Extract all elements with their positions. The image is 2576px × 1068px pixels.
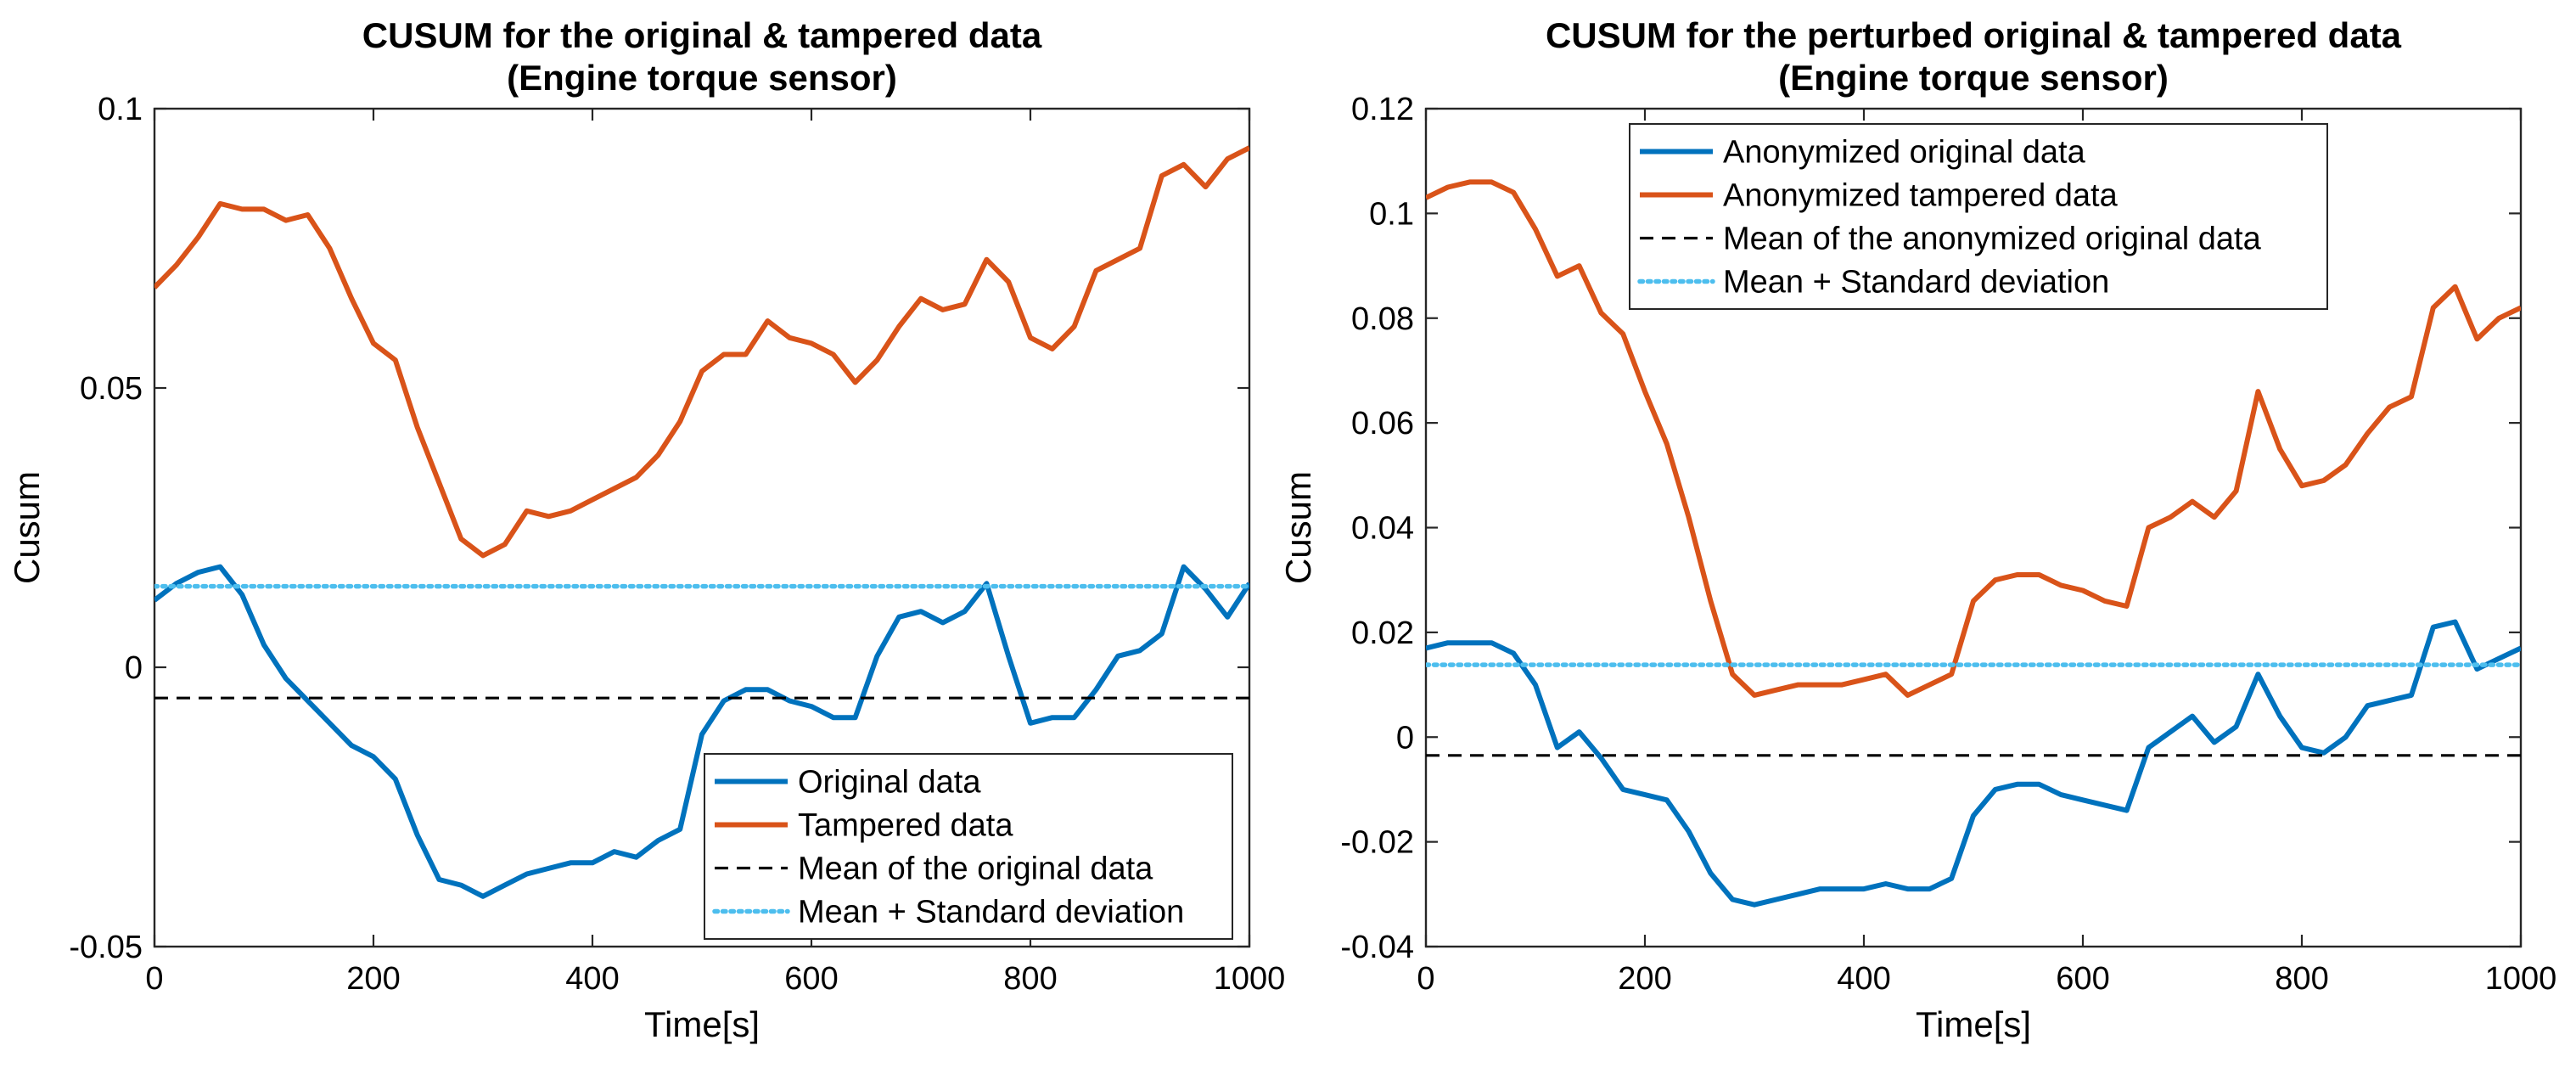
- x-tick-label: 0: [1417, 961, 1434, 997]
- y-tick-label: 0.1: [1369, 196, 1414, 232]
- x-tick-label: 600: [784, 961, 838, 997]
- chart-title-line: (Engine torque sensor): [507, 58, 897, 98]
- x-tick-label: 800: [1003, 961, 1057, 997]
- series-line-anonymized-tampered-data: [1426, 179, 2521, 698]
- legend-box: [704, 753, 1233, 940]
- series-line-anonymized-original-data: [1426, 619, 2521, 908]
- x-tick-label: 200: [346, 961, 400, 997]
- y-tick-label: 0: [125, 650, 143, 686]
- chart-title-line: CUSUM for the perturbed original & tampe…: [1546, 15, 2402, 55]
- y-tick-label: -0.02: [1340, 825, 1414, 861]
- legend-label: Anonymized original data: [1723, 135, 2086, 171]
- legend-label: Mean + Standard deviation: [1723, 265, 2109, 301]
- x-tick-label: 1000: [1214, 961, 1286, 997]
- legend-label: Anonymized tampered data: [1723, 178, 2119, 214]
- chart-right: CUSUM for the perturbed original & tampe…: [1278, 15, 2556, 1044]
- y-tick-label: 0.12: [1351, 92, 1414, 127]
- legend-label: Mean + Standard deviation: [798, 895, 1184, 930]
- y-tick-label: -0.04: [1340, 930, 1414, 965]
- y-tick-label: 0: [1396, 720, 1414, 756]
- y-tick-label: 0.04: [1351, 511, 1414, 547]
- x-axis-label: Time[s]: [644, 1004, 760, 1044]
- y-axis-label: Cusum: [7, 471, 47, 584]
- legend-box: [1629, 123, 2328, 310]
- x-tick-label: 0: [145, 961, 163, 997]
- legend-label: Original data: [798, 765, 981, 801]
- series-line-original-data: [154, 564, 1249, 899]
- x-tick-label: 400: [565, 961, 619, 997]
- x-tick-label: 1000: [2485, 961, 2557, 997]
- series-line-tampered-data: [154, 145, 1249, 559]
- y-tick-label: 0.05: [80, 371, 143, 407]
- y-tick-label: 0.1: [98, 92, 143, 127]
- legend-label: Tampered data: [798, 808, 1013, 844]
- legend-label: Mean of the anonymized original data: [1723, 222, 2262, 257]
- y-tick-label: -0.05: [69, 930, 143, 965]
- chart-title-line: (Engine torque sensor): [1778, 58, 2169, 98]
- legend-label: Mean of the original data: [798, 852, 1153, 887]
- chart-left: CUSUM for the original & tampered data(E…: [7, 15, 1285, 1044]
- y-tick-label: 0.06: [1351, 406, 1414, 441]
- x-tick-label: 600: [2056, 961, 2109, 997]
- x-axis-label: Time[s]: [1916, 1004, 2031, 1044]
- y-tick-label: 0.02: [1351, 616, 1414, 651]
- y-tick-label: 0.08: [1351, 301, 1414, 337]
- x-tick-label: 200: [1618, 961, 1671, 997]
- x-tick-label: 800: [2275, 961, 2328, 997]
- legend: Original data Tampered data Mean of the or…: [704, 753, 1233, 940]
- chart-title-line: CUSUM for the original & tampered data: [362, 15, 1042, 55]
- legend: Anonymized original data Anonymized tampe…: [1629, 123, 2328, 310]
- y-axis-label: Cusum: [1278, 471, 1318, 584]
- x-tick-label: 400: [1837, 961, 1890, 997]
